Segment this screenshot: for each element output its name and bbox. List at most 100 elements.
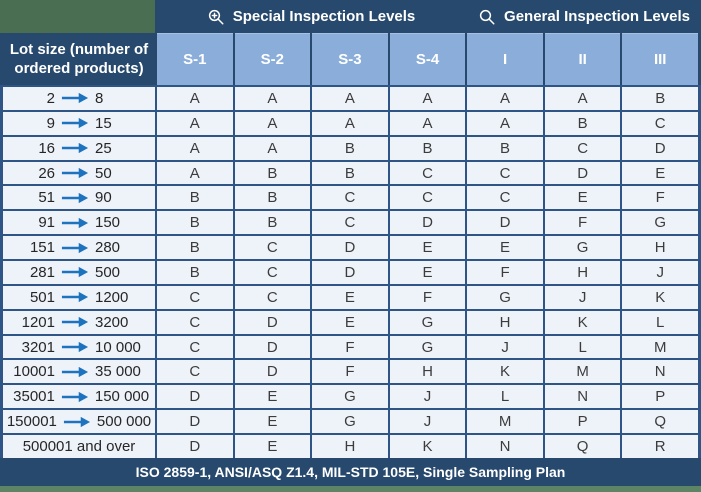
code-letter-cell: G xyxy=(544,236,621,260)
code-letter-cell: F xyxy=(312,360,388,384)
lot-from-value: 2 xyxy=(46,89,55,107)
code-letter-cell: D xyxy=(234,335,311,359)
arrow-right-icon xyxy=(61,266,89,278)
code-letter-cell: J xyxy=(544,285,621,309)
code-letter-cell: A xyxy=(234,136,311,160)
code-letter-cell: M xyxy=(622,335,698,359)
lot-to-value: 3200 xyxy=(95,313,129,331)
column-header-iii: III xyxy=(622,33,698,85)
code-letter-cell: C xyxy=(544,136,621,160)
arrow-right-icon xyxy=(61,192,89,204)
code-letter-cell: Q xyxy=(544,435,621,458)
code-letter-cell: D xyxy=(157,410,233,434)
special-inspection-header: Special Inspection Levels xyxy=(155,0,467,33)
general-inspection-header: General Inspection Levels xyxy=(467,0,701,33)
code-letter-cell: C xyxy=(157,360,233,384)
code-letter-cell: A xyxy=(157,136,233,160)
code-letter-cell: A xyxy=(157,87,233,110)
arrow-right-icon xyxy=(61,291,89,303)
code-letter-cell: E xyxy=(622,161,698,185)
lot-from-value: 281 xyxy=(29,263,55,281)
code-letter-cell: A xyxy=(544,87,621,110)
arrow-right-icon xyxy=(63,416,91,428)
code-letter-cell: C xyxy=(157,310,233,334)
column-header-row: Lot size (number of ordered products) S-… xyxy=(0,33,701,85)
code-letter-cell: C xyxy=(389,186,466,210)
lot-size-cell: 500001 and over xyxy=(3,435,155,458)
lot-from-value: 501 xyxy=(29,288,55,306)
code-letter-cell: C xyxy=(312,211,388,235)
code-letter-cell: G xyxy=(622,211,698,235)
lot-to-value: 90 xyxy=(95,189,112,207)
code-letter-cell: E xyxy=(312,285,388,309)
code-letter-cell: J xyxy=(389,410,466,434)
code-letter-cell: N xyxy=(544,385,621,409)
arrow-right-icon xyxy=(61,341,89,353)
code-letter-cell: N xyxy=(467,435,543,458)
magnifier-icon xyxy=(478,8,496,26)
lot-size-cell: 3201 10 000 xyxy=(3,335,155,359)
code-letter-cell: J xyxy=(389,385,466,409)
code-letter-cell: E xyxy=(234,385,311,409)
lot-size-cell: 501 1200 xyxy=(3,285,155,309)
code-letter-cell: K xyxy=(544,310,621,334)
code-letter-cell: E xyxy=(312,310,388,334)
lot-to-value: 500 000 xyxy=(96,413,152,431)
lot-size-cell: 151 280 xyxy=(3,236,155,260)
code-letter-cell: B xyxy=(467,136,543,160)
lot-to-value: 1200 xyxy=(95,288,129,306)
code-letter-cell: H xyxy=(544,261,621,284)
code-letter-cell: F xyxy=(312,335,388,359)
code-letter-cell: D xyxy=(544,161,621,185)
code-letter-cell: N xyxy=(622,360,698,384)
code-letter-cell: A xyxy=(157,111,233,135)
code-letter-cell: R xyxy=(622,435,698,458)
lot-size-cell: 2 8 xyxy=(3,87,155,110)
lot-from-value: 35001 xyxy=(13,388,55,406)
code-letter-cell: L xyxy=(467,385,543,409)
code-letter-cell: E xyxy=(234,410,311,434)
lot-to-value: 8 xyxy=(95,89,104,107)
code-letter-cell: C xyxy=(467,161,543,185)
code-letter-cell: G xyxy=(389,310,466,334)
code-letter-cell: L xyxy=(544,335,621,359)
arrow-right-icon xyxy=(61,242,89,254)
code-letter-cell: E xyxy=(389,236,466,260)
lot-size-cell: 91 150 xyxy=(3,211,155,235)
code-letter-cell: B xyxy=(389,136,466,160)
standards-footer: ISO 2859-1, ANSI/ASQ Z1.4, MIL-STD 105E,… xyxy=(0,458,701,486)
code-letter-cell: C xyxy=(389,161,466,185)
lot-to-value: 50 xyxy=(95,164,112,182)
code-letter-cell: D xyxy=(234,310,311,334)
lot-to-value: 150 000 xyxy=(94,388,150,406)
lot-size-cell: 26 50 xyxy=(3,161,155,185)
code-letter-cell: C xyxy=(234,236,311,260)
column-header-s1: S-1 xyxy=(157,33,233,85)
code-letter-cell: B xyxy=(157,261,233,284)
zoom-in-magnifier-icon xyxy=(207,8,225,26)
lot-to-value: 150 xyxy=(95,214,121,232)
arrow-right-icon xyxy=(61,391,89,403)
lot-from-value: 9 xyxy=(46,114,55,132)
code-letter-cell: F xyxy=(467,261,543,284)
lot-to-value: 10 000 xyxy=(95,338,141,356)
lot-size-cell: 10001 35 000 xyxy=(3,360,155,384)
code-letter-cell: C xyxy=(157,335,233,359)
code-letter-cell: H xyxy=(467,310,543,334)
corner-green-block xyxy=(0,0,155,33)
code-letter-cell: K xyxy=(389,435,466,458)
arrow-right-icon xyxy=(61,142,89,154)
code-letter-cell: G xyxy=(467,285,543,309)
lot-size-cell: 35001 150 000 xyxy=(3,385,155,409)
arrow-right-icon xyxy=(61,92,89,104)
arrow-right-icon xyxy=(61,217,89,229)
